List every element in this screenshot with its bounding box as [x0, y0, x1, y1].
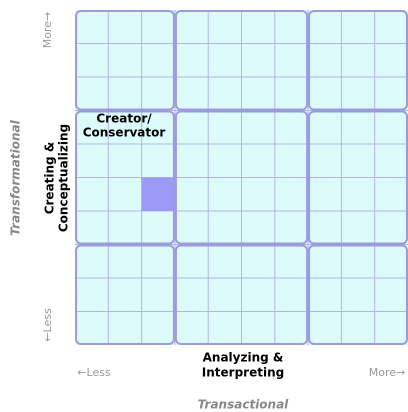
major-blocks — [75, 10, 408, 345]
major-block — [75, 244, 175, 345]
y-label-1: Creating & — [43, 142, 57, 215]
y-label-2: Conceptualizing — [57, 124, 71, 232]
major-block — [174, 244, 309, 345]
x-label-1: Analyzing & — [203, 351, 284, 365]
major-block — [174, 110, 309, 245]
x-dimension: Transactional — [198, 398, 290, 412]
y-more: More→ — [41, 12, 54, 49]
major-block — [308, 10, 408, 111]
major-block — [75, 10, 175, 111]
cell-label-1: Creator/ — [96, 112, 152, 126]
y-dimension: Transformational — [9, 119, 23, 235]
x-label-2: Interpreting — [202, 366, 284, 380]
x-more: More→ — [369, 366, 406, 379]
x-less: ←Less — [77, 366, 111, 379]
cell-label-2: Conservator — [83, 126, 166, 140]
major-block — [75, 110, 175, 245]
major-block — [308, 110, 408, 245]
highlight-cell — [141, 177, 175, 211]
major-block — [174, 10, 309, 111]
y-less: ←Less — [41, 308, 54, 342]
grid — [75, 10, 408, 345]
major-block — [308, 244, 408, 345]
